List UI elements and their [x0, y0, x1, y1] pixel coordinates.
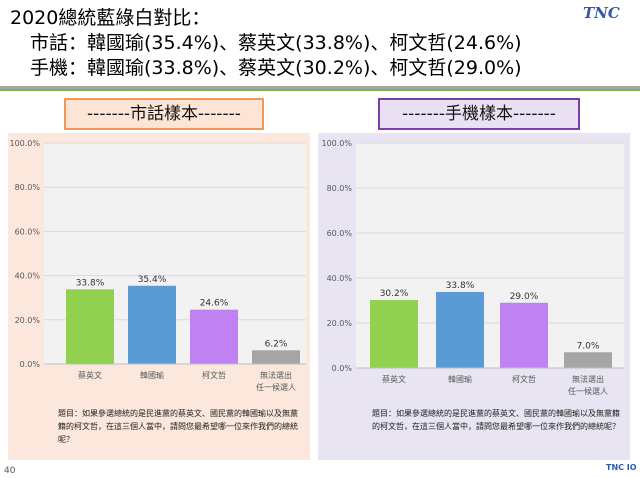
y-tick-label: 40.0% [15, 272, 41, 281]
y-tick-label: 100.0% [9, 139, 40, 148]
mobile-bar-chart: 0.0% 20.0% 40.0% 60.0% 80.0% 100.0% 30.2% 蔡英文 33… [321, 139, 624, 396]
bar [500, 302, 548, 368]
footer-logo: TNC IO [606, 463, 637, 472]
y-tick-label: 40.0% [327, 274, 353, 283]
x-tick-label: 蔡英文 [382, 374, 406, 384]
bar [564, 352, 612, 368]
data-label: 35.4% [138, 275, 167, 285]
y-tick-label: 0.0% [20, 360, 41, 369]
landline-section-label: -------市話樣本------- [64, 98, 264, 130]
bar [128, 285, 176, 364]
x-tick-label: 任一候選人 [568, 386, 608, 396]
data-label: 33.8% [446, 281, 475, 291]
header-divider [0, 86, 640, 89]
y-tick-label: 80.0% [15, 183, 41, 192]
bar [436, 291, 484, 368]
y-tick-label: 20.0% [327, 319, 353, 328]
x-tick-label: 任一候選人 [256, 382, 296, 392]
page-number: 40 [4, 466, 16, 476]
mobile-chart-panel: 0.0% 20.0% 40.0% 60.0% 80.0% 100.0% 30.2% 蔡英文 33… [318, 133, 630, 460]
y-tick-label: 80.0% [327, 184, 353, 193]
bar [252, 350, 300, 364]
page-title: 2020總統藍綠白對比： 市話：韓國瑜(35.4%)、蔡英文(33.8%)、柯文… [10, 6, 570, 81]
y-tick-label: 100.0% [321, 139, 352, 148]
x-tick-label: 韓國瑜 [448, 374, 472, 384]
x-tick-label: 無法選出 [260, 370, 292, 380]
data-label: 7.0% [577, 341, 600, 351]
y-tick-label: 60.0% [15, 227, 41, 236]
y-tick-label: 60.0% [327, 229, 353, 238]
bar [66, 289, 114, 364]
landline-summary: 市話：韓國瑜(35.4%)、蔡英文(33.8%)、柯文哲(24.6%) [30, 32, 522, 54]
data-label: 29.0% [510, 292, 539, 302]
bar [370, 300, 418, 368]
landline-chart-panel: 0.0% 20.0% 40.0% 60.0% 80.0% 100.0% 33.8% 蔡英文 35… [8, 133, 310, 460]
mobile-section-label: -------手機樣本------- [378, 98, 580, 130]
data-label: 33.8% [76, 278, 105, 288]
mobile-summary: 手機：韓國瑜(33.8%)、蔡英文(30.2%)、柯文哲(29.0%) [30, 57, 522, 79]
mobile-question-text: 題目：如果參選總統的是民進黨的蔡英文、國民黨的韓國瑜以及無黨籍的柯文哲，在這三個… [372, 409, 620, 431]
y-tick-label: 20.0% [15, 316, 41, 325]
y-tick-label: 0.0% [332, 364, 353, 373]
x-tick-label: 蔡英文 [78, 370, 102, 380]
data-label: 6.2% [265, 339, 288, 349]
x-tick-label: 柯文哲 [512, 374, 536, 384]
landline-bar-chart: 0.0% 20.0% 40.0% 60.0% 80.0% 100.0% 33.8% 蔡英文 35… [9, 139, 306, 392]
data-label: 30.2% [380, 289, 409, 299]
bar [190, 309, 238, 364]
x-tick-label: 柯文哲 [202, 370, 226, 380]
brand-logo: TNC [583, 4, 620, 22]
landline-question-text: 題目：如果參選總統的是民進黨的蔡英文、國民黨的韓國瑜以及無黨籍的柯文哲，在這三個… [58, 409, 298, 444]
title-line: 2020總統藍綠白對比： [10, 7, 211, 29]
x-tick-label: 韓國瑜 [140, 370, 164, 380]
data-label: 24.6% [200, 299, 229, 309]
header-divider-accent [0, 89, 640, 91]
x-tick-label: 無法選出 [572, 374, 604, 384]
